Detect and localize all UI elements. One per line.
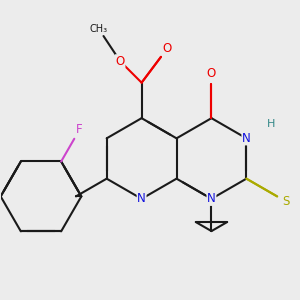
Text: F: F: [76, 123, 83, 136]
Text: N: N: [207, 192, 216, 205]
Text: N: N: [137, 192, 146, 205]
Text: S: S: [283, 195, 290, 208]
Text: O: O: [116, 55, 125, 68]
Text: O: O: [163, 42, 172, 55]
Text: H: H: [267, 119, 275, 129]
Text: O: O: [207, 67, 216, 80]
Text: N: N: [242, 132, 251, 145]
Text: CH₃: CH₃: [90, 24, 108, 34]
